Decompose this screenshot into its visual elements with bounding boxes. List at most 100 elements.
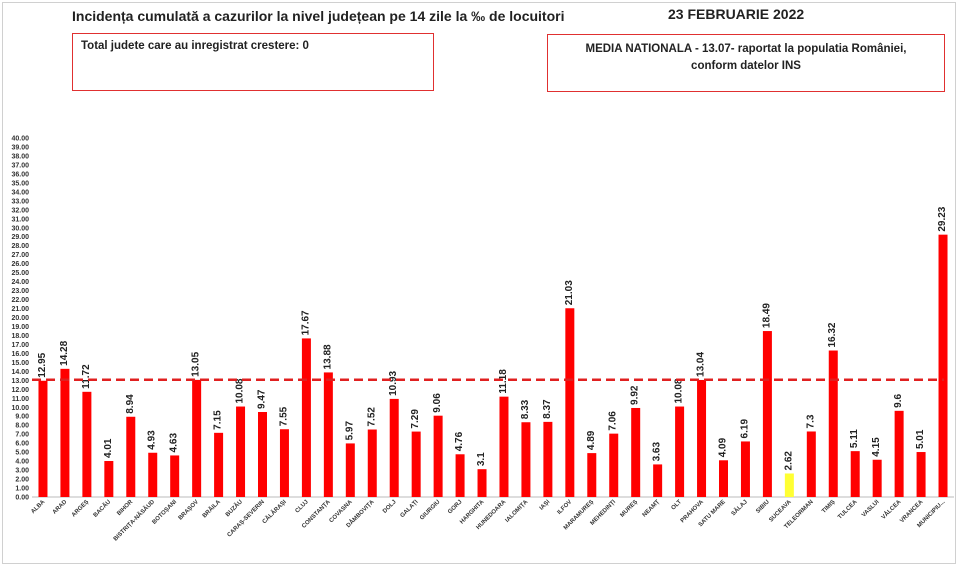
bar-value-label: 4.93: [147, 430, 158, 450]
bar-value-label: 9.6: [893, 394, 904, 408]
bar-value-label: 18.49: [761, 303, 772, 328]
y-tick-label: 13.00: [11, 378, 29, 385]
bar: [170, 455, 180, 497]
x-tick-label: GIURGIU: [419, 499, 441, 521]
bar: [126, 416, 136, 497]
bar-value-label: 7.06: [608, 411, 619, 431]
bar-value-label: 4.89: [586, 430, 597, 450]
bar: [543, 421, 553, 497]
y-tick-label: 16.00: [11, 351, 29, 358]
y-tick-label: 22.00: [11, 297, 29, 304]
bar-value-label: 29.23: [937, 206, 948, 231]
bar-value-label: 10.08: [674, 378, 685, 403]
bar: [806, 431, 816, 497]
bar-value-label: 8.33: [520, 399, 531, 419]
x-tick-label: BUZĂU: [224, 498, 244, 518]
x-tick-label: MUREȘ: [620, 499, 640, 519]
bar: [477, 469, 487, 497]
y-tick-label: 20.00: [11, 315, 29, 322]
y-tick-label: 34.00: [11, 189, 29, 196]
y-tick-label: 35.00: [11, 180, 29, 187]
y-tick-label: 18.00: [11, 333, 29, 340]
y-tick-label: 11.00: [12, 396, 29, 403]
national-average-line2: conform datelor INS: [691, 60, 801, 72]
bar-value-label: 17.67: [300, 310, 311, 335]
bar-value-label: 3.1: [476, 452, 487, 466]
bar-value-label: 13.05: [191, 351, 202, 376]
bar: [258, 412, 267, 497]
y-tick-label: 3.00: [15, 468, 29, 475]
bar-value-label: 5.01: [915, 429, 926, 449]
bar: [301, 338, 311, 497]
x-tick-label: ILFOV: [557, 499, 574, 516]
y-tick-label: 15.00: [11, 360, 29, 367]
y-tick-label: 2.00: [15, 477, 29, 484]
bar: [587, 453, 597, 497]
y-tick-label: 7.00: [15, 432, 29, 439]
y-tick-label: 9.00: [15, 414, 29, 421]
bar-value-label: 8.37: [542, 399, 553, 419]
x-tick-label: ALBA: [30, 499, 46, 515]
y-tick-label: 0.00: [15, 495, 29, 502]
bar-value-label: 9.92: [630, 385, 641, 405]
bar: [214, 432, 224, 497]
y-tick-label: 31.00: [11, 216, 29, 223]
y-tick-label: 40.00: [11, 136, 29, 143]
bar: [323, 372, 333, 497]
y-tick-label: 24.00: [11, 279, 29, 286]
bar-value-label: 4.01: [103, 438, 114, 458]
x-tick-label: BACĂU: [92, 498, 112, 518]
chart-date: 23 FEBRUARIE 2022: [668, 6, 805, 22]
bar-value-label: 4.09: [718, 437, 729, 457]
bar-value-label: 4.63: [169, 433, 180, 453]
increase-count-text: Total judete care au inregistrat crester…: [81, 40, 309, 52]
bar: [192, 379, 202, 497]
x-tick-label: BRAȘOV: [178, 499, 200, 521]
bar: [148, 452, 158, 497]
y-tick-label: 5.00: [15, 450, 29, 457]
bar-value-label: 7.52: [366, 407, 377, 427]
bar: [455, 454, 465, 497]
x-tick-label: ARGEȘ: [71, 499, 90, 518]
bar: [279, 429, 289, 497]
bar: [104, 461, 114, 497]
y-tick-label: 19.00: [11, 324, 29, 331]
bar-value-label: 13.88: [322, 344, 333, 369]
bar-value-label: 6.19: [739, 419, 750, 439]
y-tick-label: 26.00: [11, 261, 29, 268]
y-tick-label: 17.00: [11, 342, 29, 349]
increase-count-box: Total judete care au inregistrat crester…: [72, 33, 434, 91]
x-tick-label: GORJ: [447, 499, 463, 515]
x-tick-label: SIBIU: [755, 499, 771, 515]
x-tick-label: VÂLCEA: [880, 498, 903, 521]
bar-value-label: 4.76: [454, 431, 465, 451]
bar-value-label: 11.18: [498, 369, 509, 394]
bar-value-label: 7.29: [410, 409, 421, 429]
y-tick-label: 1.00: [15, 486, 29, 493]
y-tick-label: 8.00: [15, 423, 29, 430]
bar: [653, 464, 663, 497]
bar-value-label: 7.15: [213, 410, 224, 430]
bar-value-label: 10.08: [235, 378, 246, 403]
bar-value-label: 12.95: [37, 352, 48, 377]
bar-value-label: 9.47: [257, 389, 268, 409]
bar: [740, 441, 750, 497]
y-tick-label: 12.00: [11, 387, 29, 394]
y-tick-label: 28.00: [11, 243, 29, 250]
national-average-line1: MEDIA NATIONALA - 13.07- raportat la pop…: [585, 43, 907, 55]
bar: [631, 407, 641, 497]
y-tick-label: 6.00: [15, 441, 29, 448]
bar: [850, 451, 860, 497]
bar-value-label: 4.15: [871, 437, 882, 457]
bar-value-label: 14.28: [59, 340, 70, 365]
bar: [938, 234, 948, 497]
x-tick-label: CLUJ: [294, 499, 309, 514]
y-tick-label: 29.00: [11, 234, 29, 241]
x-tick-label: CĂLĂRAȘI: [261, 498, 288, 525]
y-tick-label: 38.00: [11, 153, 29, 160]
bar: [894, 410, 904, 497]
x-tick-label: OLT: [671, 499, 684, 512]
x-tick-label: BIHOR: [116, 499, 134, 517]
